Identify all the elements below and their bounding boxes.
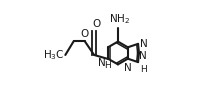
Text: O: O <box>81 29 89 39</box>
Text: H: H <box>104 61 111 70</box>
Text: O: O <box>92 19 100 29</box>
Text: N: N <box>124 63 132 73</box>
Text: N: N <box>139 51 147 61</box>
Text: NH$_2$: NH$_2$ <box>109 12 130 26</box>
Text: H: H <box>141 65 147 74</box>
Text: N: N <box>98 58 106 68</box>
Text: H$_3$C: H$_3$C <box>43 48 64 62</box>
Text: N: N <box>140 39 148 49</box>
